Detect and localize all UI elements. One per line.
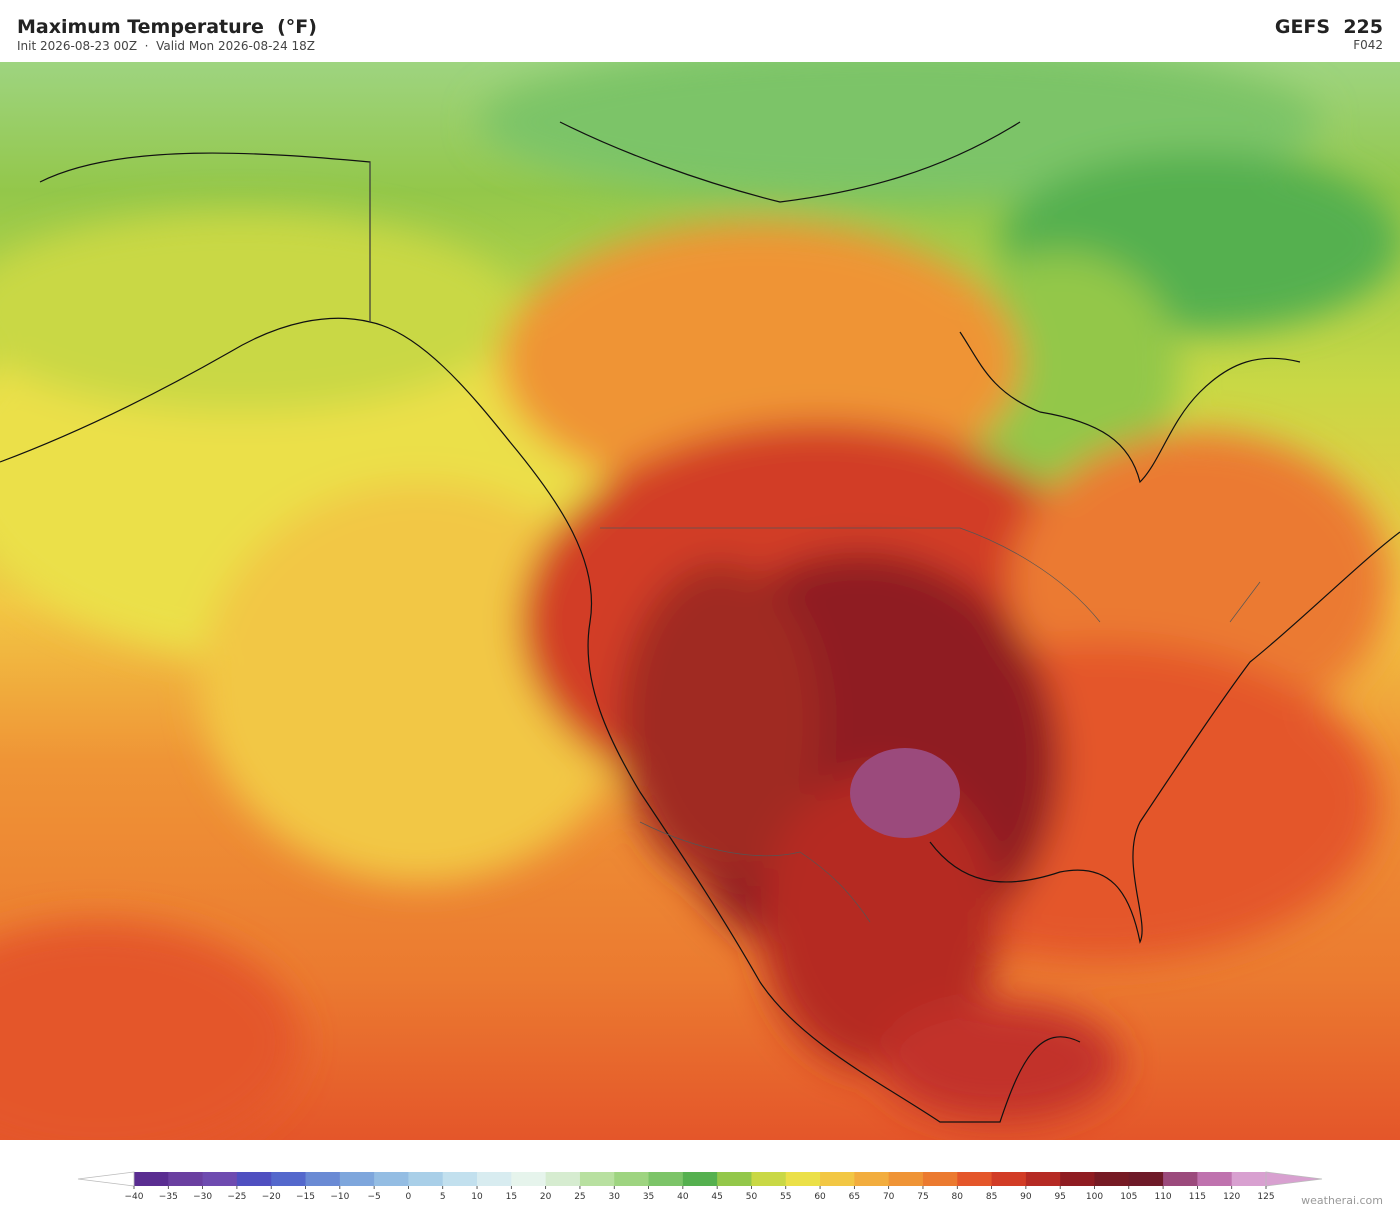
colorbar-under <box>77 1171 135 1187</box>
colorbar-swatch <box>1094 1172 1130 1186</box>
colorbar-tick-label: 75 <box>917 1192 928 1200</box>
colorbar-tick-label: 120 <box>1223 1192 1240 1200</box>
colorbar-swatch <box>545 1172 581 1186</box>
colorbar-swatch <box>305 1172 341 1186</box>
colorbar-tick-label: −10 <box>330 1192 349 1200</box>
model-label: GEFS 225 <box>1274 16 1383 38</box>
colorbar-tick-label: 115 <box>1189 1192 1206 1200</box>
colorbar-swatch <box>271 1172 307 1186</box>
colorbar-swatch <box>820 1172 855 1186</box>
colorbar-swatch <box>1128 1172 1164 1186</box>
colorbar-swatch <box>1025 1172 1061 1186</box>
colorbar-swatch <box>236 1172 272 1186</box>
colorbar-swatch <box>408 1172 444 1186</box>
temperature-field <box>0 62 1400 1140</box>
title: Maximum Temperature (°F) <box>17 16 317 38</box>
coastlines <box>0 121 1400 1123</box>
colorbar-tick-label: 25 <box>574 1192 585 1200</box>
colorbar-tick-label: 0 <box>406 1192 412 1200</box>
colorbar-swatch <box>579 1172 615 1186</box>
colorbar-tick-label: −20 <box>262 1192 281 1200</box>
colorbar-tick-label: −40 <box>125 1192 144 1200</box>
colorbar-swatch <box>785 1172 821 1186</box>
colorbar-tick-label: −5 <box>367 1192 380 1200</box>
colorbar-tick-label: 5 <box>440 1192 446 1200</box>
colorbar-swatch <box>751 1172 787 1186</box>
colorbar-swatch <box>511 1172 547 1186</box>
subtitle: Init 2026-08-23 00Z · Valid Mon 2026-08-… <box>17 39 316 53</box>
colorbar-swatch <box>682 1172 718 1186</box>
colorbar-tick-label: 125 <box>1257 1192 1274 1200</box>
colorbar-tick-label: 15 <box>506 1192 517 1200</box>
colorbar: −40 −35 −30 −25 −20 −15 −10 −5 0 5 10 15 20 25 30 35 40 4… <box>77 1171 1323 1200</box>
map <box>0 62 1400 1140</box>
colorbar-tick-label: −25 <box>227 1192 246 1200</box>
colorbar-tick-label: 35 <box>643 1192 654 1200</box>
colorbar-tick-label: 55 <box>780 1192 791 1200</box>
colorbar-tick-label: 70 <box>883 1192 895 1200</box>
colorbar-swatch <box>202 1172 238 1186</box>
colorbar-tick-label: 105 <box>1120 1192 1137 1200</box>
colorbar-swatch <box>339 1172 375 1186</box>
colorbar-tick-label: 65 <box>849 1192 860 1200</box>
borders <box>369 162 1261 923</box>
colorbar-swatch <box>168 1172 204 1186</box>
watermark: weatherai.com <box>1301 1194 1383 1207</box>
colorbar-swatch <box>374 1172 409 1186</box>
colorbar-swatch <box>1163 1172 1198 1186</box>
colorbar-swatch <box>991 1172 1027 1186</box>
colorbar-swatch <box>957 1172 993 1186</box>
colorbar-tick-label: −15 <box>296 1192 315 1200</box>
colorbar-tick-label: −30 <box>193 1192 212 1200</box>
colorbar-tick-label: 30 <box>609 1192 621 1200</box>
colorbar-swatch <box>648 1172 684 1186</box>
colorbar-tick-label: 45 <box>711 1192 722 1200</box>
colorbar-tick-label: 20 <box>540 1192 552 1200</box>
colorbar-swatch <box>134 1172 169 1186</box>
colorbar-tick-label: 90 <box>1020 1192 1032 1200</box>
colorbar-tick-label: 85 <box>986 1192 997 1200</box>
colorbar-tick-label: 60 <box>814 1192 826 1200</box>
colorbar-swatch <box>854 1172 890 1186</box>
colorbar-swatch <box>614 1172 650 1186</box>
colorbar-swatch <box>442 1172 478 1186</box>
colorbar-tick-label: 10 <box>471 1192 483 1200</box>
colorbar-tick-label: 100 <box>1086 1192 1103 1200</box>
forecast-hour: F042 <box>1353 38 1383 52</box>
colorbar-swatch <box>1060 1172 1095 1186</box>
colorbar-tick-label: −35 <box>159 1192 178 1200</box>
colorbar-over <box>1265 1171 1323 1187</box>
colorbar-swatch <box>477 1172 512 1186</box>
colorbar-tick-label: 40 <box>677 1192 689 1200</box>
colorbar-tick-label: 80 <box>952 1192 964 1200</box>
colorbar-swatch <box>717 1172 752 1186</box>
colorbar-tick-label: 110 <box>1154 1192 1171 1200</box>
hot-spot <box>850 748 960 838</box>
colorbar-tick-label: 50 <box>746 1192 758 1200</box>
colorbar-swatch <box>922 1172 958 1186</box>
colorbar-tick-label: 95 <box>1054 1192 1065 1200</box>
colorbar-swatch <box>888 1172 924 1186</box>
colorbar-swatch <box>1231 1172 1267 1186</box>
colorbar-swatch <box>1197 1172 1233 1186</box>
